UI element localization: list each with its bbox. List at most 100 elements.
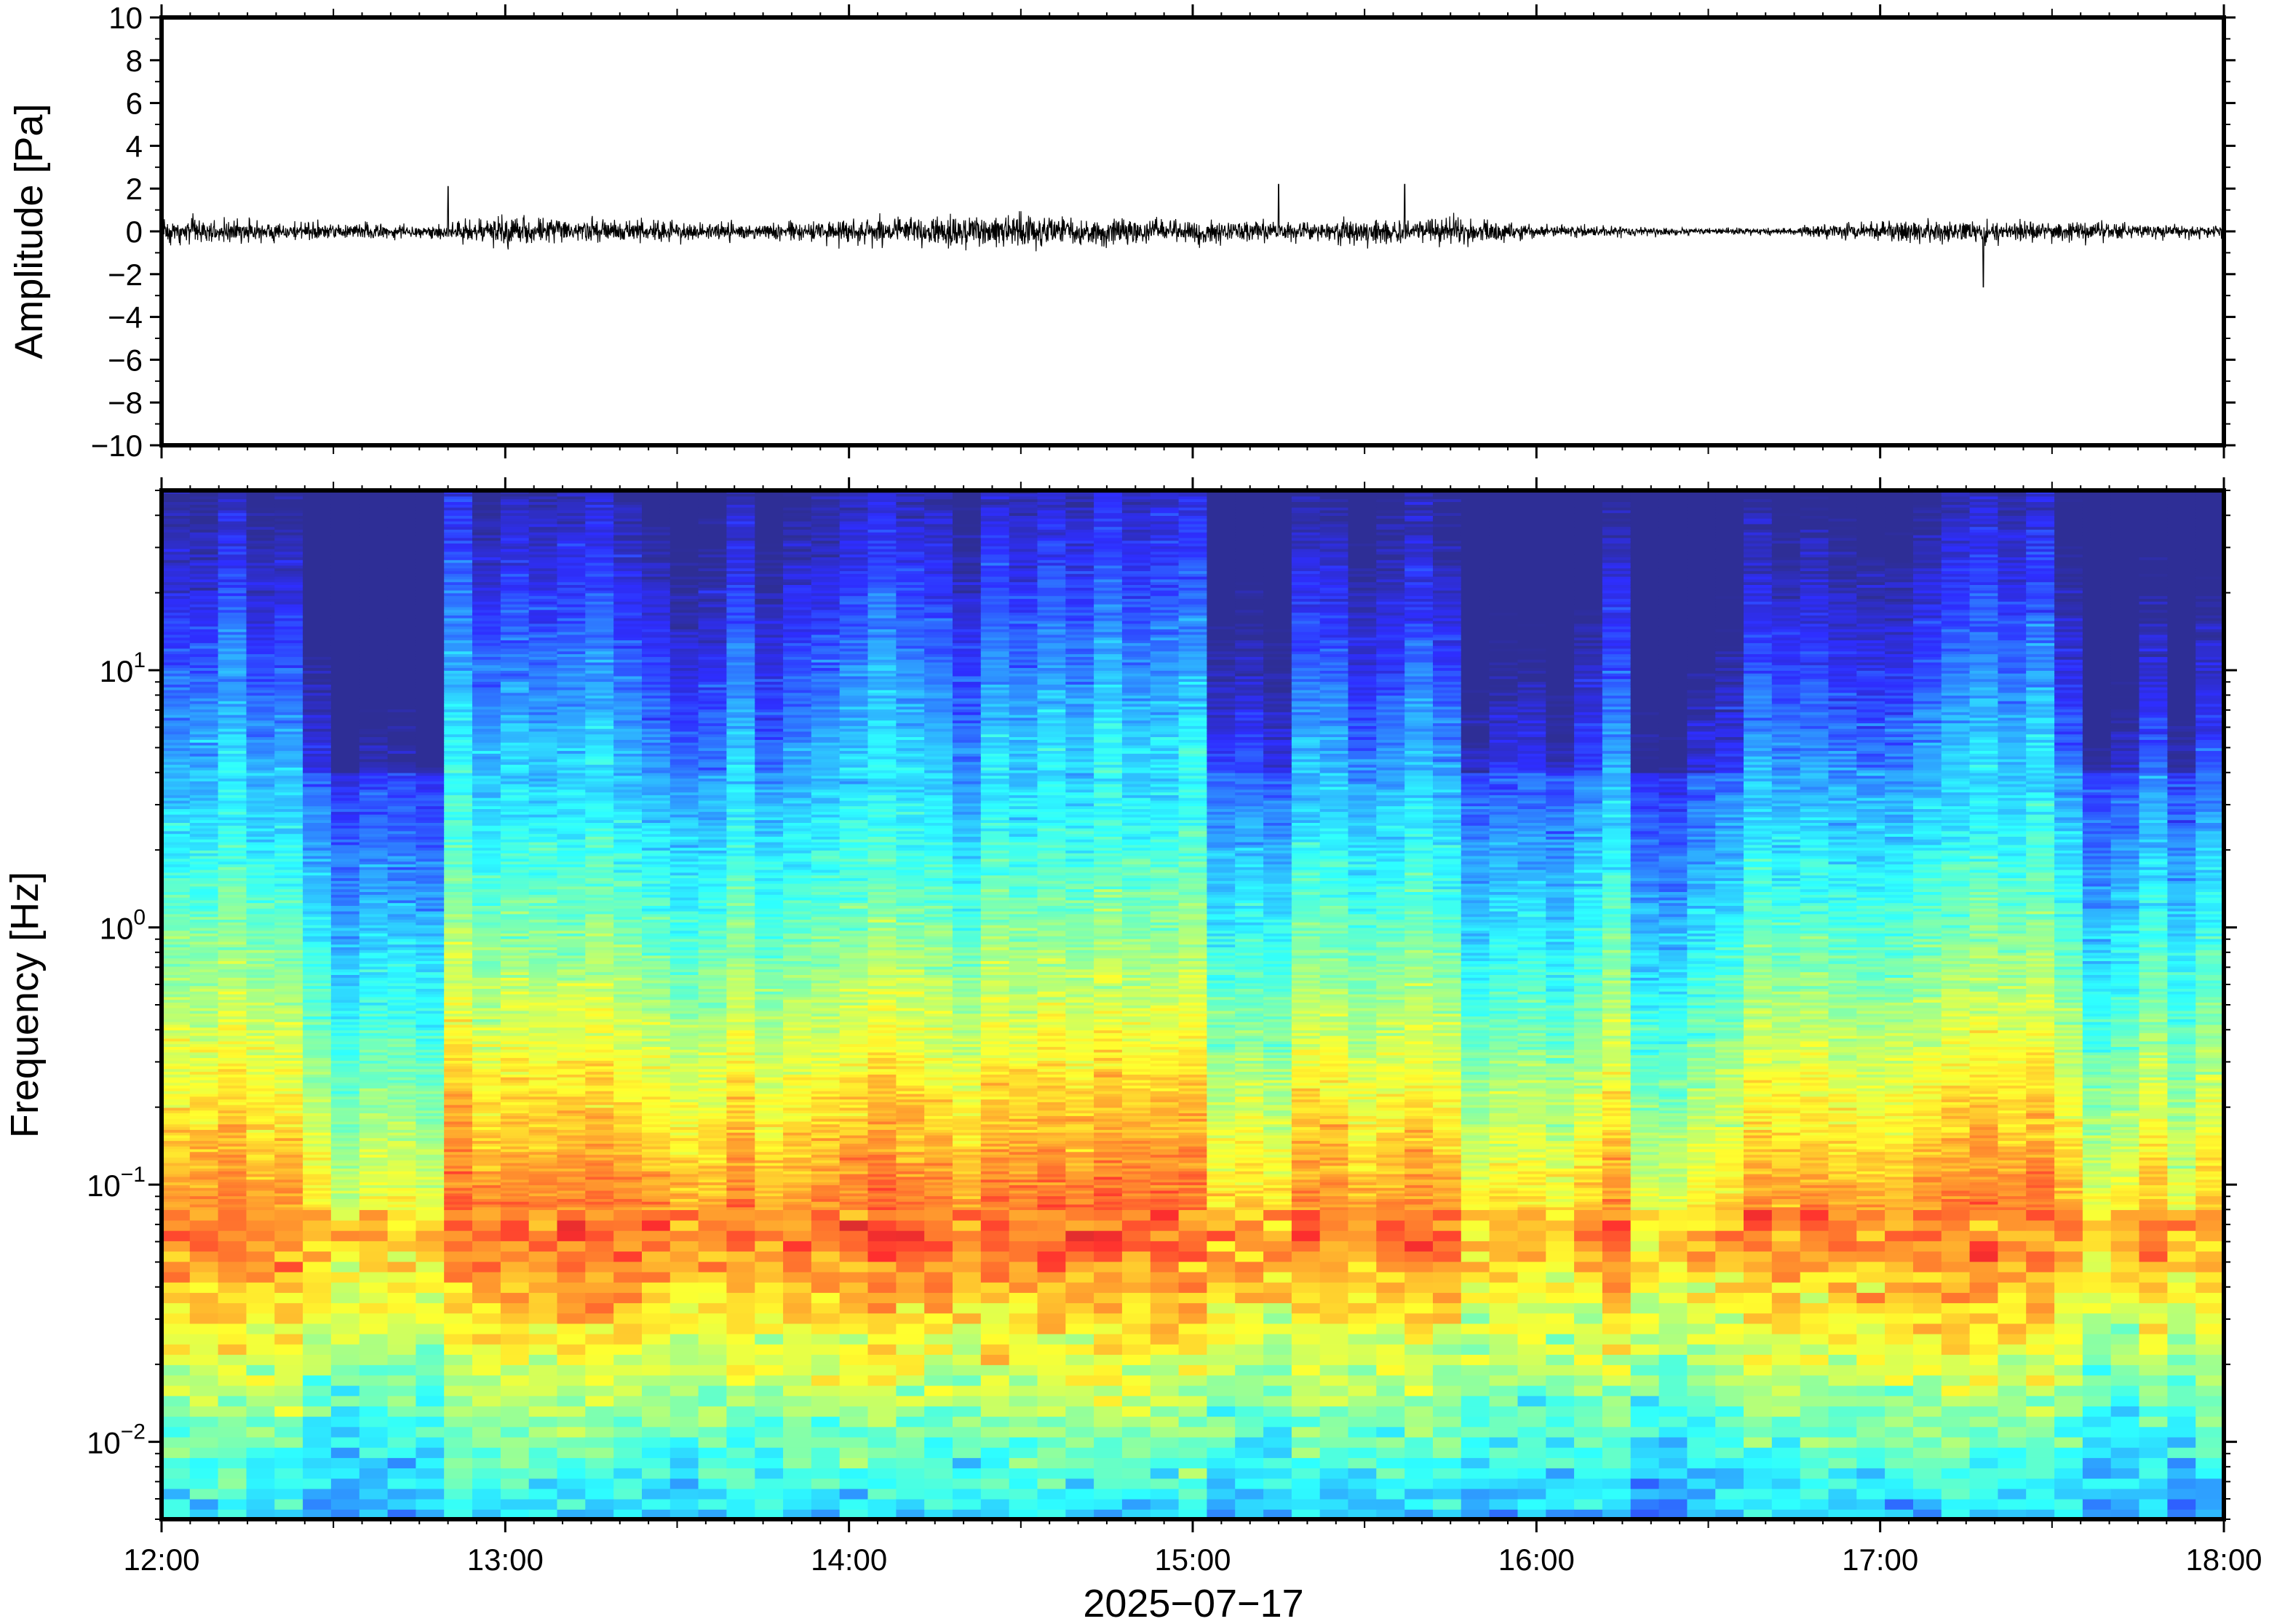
spectrogram-cell [246, 1060, 276, 1064]
spectrogram-cell [416, 960, 445, 964]
spectrogram-cell [246, 1074, 276, 1078]
spectrogram-cell [162, 595, 191, 600]
spectrogram-cell [613, 1126, 643, 1130]
spectrogram-cell [387, 1137, 417, 1142]
spectrogram-cell [528, 1162, 558, 1166]
spectrogram-cell [500, 841, 530, 845]
spectrogram-cell [557, 1107, 587, 1111]
spectrogram-cell [472, 850, 501, 853]
spectrogram-cell [557, 1129, 587, 1133]
spectrogram-cell [613, 1405, 643, 1417]
spectrogram-cell [416, 576, 445, 580]
spectrogram-cell [528, 841, 558, 845]
spectrogram-cell [274, 858, 304, 862]
spectrogram-cell [189, 880, 219, 884]
spectrogram-cell [500, 1131, 530, 1136]
spectrogram-cell [387, 1010, 417, 1014]
spectrogram-cell [387, 966, 417, 970]
spectrogram-cell [246, 1121, 276, 1125]
spectrogram-cell [162, 1457, 191, 1469]
spectrogram-cell [613, 1131, 643, 1136]
spectrogram-cell [613, 1027, 643, 1031]
spectrogram-cell [500, 603, 530, 608]
spectrogram-cell [585, 1145, 615, 1150]
spectrogram-cell [557, 894, 587, 898]
spectrogram-cell [500, 1302, 530, 1314]
spectrogram-cell [528, 495, 558, 500]
spectrogram-cell [585, 1457, 615, 1469]
spectrogram-cell [330, 1179, 360, 1183]
spectrogram-cell [189, 626, 219, 629]
spectrogram-cell [613, 963, 643, 967]
spectrogram-cell [162, 775, 191, 779]
spectrogram-cell [274, 1179, 304, 1183]
spectrogram-cell [274, 847, 304, 851]
spectrogram-cell [472, 695, 501, 698]
spectrogram-cell [444, 587, 473, 591]
spectrogram-cell [557, 617, 587, 621]
spectrogram-cell [585, 894, 615, 898]
spectrogram-cell [472, 805, 501, 809]
spectrogram-cell [189, 645, 219, 649]
spectrogram-cell [444, 684, 473, 688]
spectrogram-cell [500, 1159, 530, 1163]
spectrogram-cell [557, 598, 587, 602]
spectrogram-cell [303, 540, 332, 544]
spectrogram-cell [246, 720, 276, 724]
spectrogram-cell [444, 731, 473, 735]
spectrogram-cell [557, 1088, 587, 1091]
spectrogram-cell [585, 1171, 615, 1174]
spectrogram-cell [246, 1002, 276, 1006]
spectrogram-cell [359, 786, 389, 790]
spectrogram-cell [585, 562, 615, 566]
spectrogram-cell [359, 947, 389, 950]
spectrogram-cell [274, 1107, 304, 1111]
spectrogram-cell [528, 1121, 558, 1125]
spectrogram-cell [162, 816, 191, 821]
spectrogram-cell [274, 720, 304, 724]
spectrogram-cell [585, 1057, 615, 1061]
spectrogram-cell [359, 1040, 389, 1045]
spectrogram-cell [303, 681, 332, 685]
spectrogram-cell [585, 495, 615, 500]
spectrogram-cell [303, 595, 332, 600]
spectrogram-cell [528, 902, 558, 906]
spectrogram-cell [585, 781, 615, 784]
spectrogram-cell [387, 778, 417, 781]
spectrogram-cell [303, 1046, 332, 1050]
spectrogram-cell [528, 620, 558, 624]
spectrogram-cell [528, 872, 558, 876]
spectrogram-cell [162, 515, 191, 519]
spectrogram-cell [585, 844, 615, 848]
spectrogram-cell [416, 1102, 445, 1105]
spectrogram-cell [528, 1035, 558, 1039]
spectrogram-cell [500, 1151, 530, 1155]
spectrogram-cell [274, 1032, 304, 1036]
spectrogram-cell [246, 1054, 276, 1059]
spectrogram-cell [359, 755, 389, 760]
spectrogram-cell [557, 675, 587, 680]
spectrogram-cell [359, 1302, 389, 1314]
spectrogram-cell [246, 1051, 276, 1056]
spectrogram-cell [444, 1219, 473, 1231]
spectrogram-cell [189, 827, 219, 832]
spectrogram-cell [500, 858, 530, 862]
spectrogram-cell [585, 899, 615, 904]
spectrogram-cell [162, 670, 191, 674]
spectrogram-cell [472, 560, 501, 563]
spectrogram-cell [246, 1110, 276, 1114]
spectrogram-cell [189, 1102, 219, 1105]
spectrogram-cell [472, 1051, 501, 1056]
spectrogram-cell [359, 1395, 389, 1406]
spectrogram-cell [500, 1019, 530, 1022]
spectrogram-cell [613, 1002, 643, 1006]
spectrogram-cell [303, 1323, 332, 1334]
spectrogram-cell [613, 1436, 643, 1448]
spectrogram-cell [416, 758, 445, 763]
spectrogram-cell [500, 573, 530, 577]
spectrogram-cell [387, 589, 417, 594]
spectrogram-cell [416, 1093, 445, 1097]
spectrogram-cell [613, 1104, 643, 1108]
spectrogram-cell [528, 1079, 558, 1083]
spectrogram-cell [246, 689, 276, 693]
